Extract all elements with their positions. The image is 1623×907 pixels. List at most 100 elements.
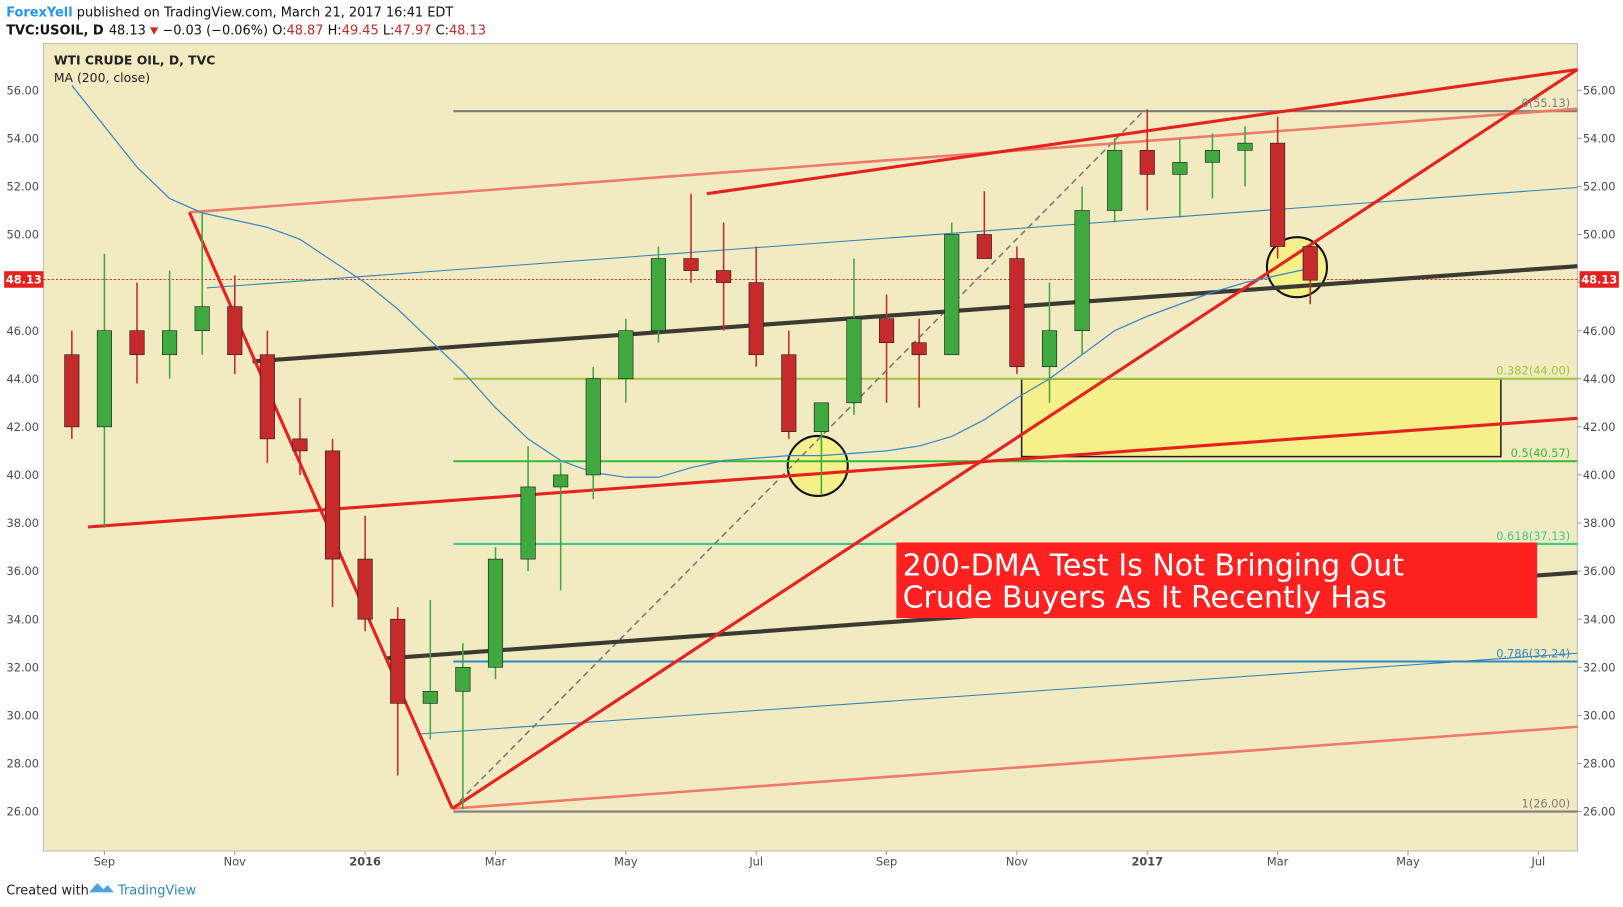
candle-body [96,330,112,428]
fib-label: 0.618(37.13) [1496,529,1570,543]
x-tick-label: Jul [748,854,763,868]
trend-line [252,264,1578,364]
price-tag-label: 48.13 [1581,273,1617,287]
candle-body [1074,210,1090,331]
y-tick-label: 36.00 [6,564,39,578]
x-tick-label: Jul [1530,854,1545,868]
candle-body [1009,258,1025,368]
candle-body [390,618,406,704]
x-tick-label: Nov [1006,854,1028,868]
candle-body [683,258,699,271]
author[interactable]: ForexYell [6,6,72,21]
candle-body [1107,150,1123,211]
candle-body [944,234,960,356]
candle-body [618,330,634,380]
candle-body [846,318,862,404]
candle-body [487,558,504,668]
candle-body [911,342,927,356]
y-tick-label: 50.00 [6,228,39,242]
published: published on TradingView.com, March 21, … [77,6,454,21]
moving-average [71,85,1311,478]
highlight-zone [1020,378,1502,458]
price-tag [1579,271,1619,288]
ohlc-key: H: [328,23,342,38]
header-line: ForexYell published on TradingView.com, M… [6,6,453,21]
fib-label: 0.5(40.57) [1511,446,1571,460]
candle-body [879,318,895,344]
y-tick-label: 30.00 [6,709,39,723]
y-tick-label: 40.00 [1583,468,1616,482]
trend-line [451,68,1579,810]
candle-body [1302,246,1318,281]
y-tick-label: 28.00 [1583,757,1616,771]
candle-body [1139,150,1155,175]
x-tick-label: May [614,854,638,868]
price-tag [4,271,44,288]
fib-label: 0.786(32.24) [1496,646,1570,660]
ohlc-value: 47.97 [394,23,431,38]
candle-body [422,691,438,704]
annotation-text: 200-DMA Test Is Not Bringing Out [903,549,1405,584]
annotation-box [896,542,1538,619]
candle-body [259,354,275,440]
symbol-line: TVC:USOIL, D 48.13 −0.03 (−0.06%) O:48.87 H:… [6,23,486,38]
y-tick-label: 26.00 [1583,805,1616,819]
trend-line [419,652,1578,735]
y-tick-label: 44.00 [6,372,39,386]
x-tick-label: 2016 [349,854,381,868]
candle-body [194,306,210,331]
y-tick-label: 50.00 [1583,228,1616,242]
y-tick-label: 56.00 [6,83,39,97]
y-tick-label: 42.00 [6,420,39,434]
candle-body [585,378,601,476]
y-tick-label: 44.00 [1583,372,1616,386]
candle-body [1270,142,1286,247]
y-tick-label: 54.00 [6,131,39,145]
candle-body [1204,150,1221,163]
y-tick-label: 28.00 [6,757,39,771]
down-arrow [149,27,159,35]
x-tick-label: Mar [485,854,507,868]
y-tick-label: 34.00 [1583,612,1616,626]
candle-body [650,258,666,331]
footer-text: Created with [6,883,89,898]
candle-body [64,354,80,428]
price: 48.13 [109,23,146,38]
y-tick-label: 34.00 [6,612,39,626]
annotation-text: Crude Buyers As It Recently Has [903,581,1387,616]
y-tick-label: 42.00 [1583,420,1616,434]
fib-label: 0(55.13) [1522,96,1571,110]
trend-lines [87,67,1579,810]
candle-body [162,330,178,356]
y-tick-label: 46.00 [1583,324,1616,338]
candle-body [357,558,373,620]
trend-line [706,67,1578,196]
y-tick-label: 32.00 [6,660,39,674]
y-tick-label: 36.00 [1583,564,1616,578]
fib-label: 1(26.00) [1522,796,1571,810]
ohlc-value: 49.45 [342,23,379,38]
ohlc-value: 48.13 [449,23,486,38]
candle-body [227,306,243,356]
y-tick-label: 38.00 [1583,516,1616,530]
y-tick-label: 54.00 [1583,131,1616,145]
candle-body [748,282,764,356]
candle-body [716,270,732,283]
x-tick-label: 2017 [1131,854,1163,868]
candle-body [781,354,797,432]
x-tick-label: May [1396,854,1420,868]
footer-brand[interactable]: TradingView [117,883,197,898]
chart-title: WTI CRUDE OIL, D, TVC [54,52,216,67]
x-tick-label: Mar [1267,854,1289,868]
y-tick-label: 30.00 [1583,709,1616,723]
y-tick-label: 52.00 [6,180,39,194]
trend-line [189,107,1578,214]
ohlc-key: L: [383,23,395,38]
x-tick-label: Sep [876,854,897,868]
candle-body [976,234,992,259]
candle-body [520,486,536,560]
y-tick-label: 38.00 [6,516,39,530]
candle-body [1041,330,1058,368]
highlight-circle [786,434,849,497]
